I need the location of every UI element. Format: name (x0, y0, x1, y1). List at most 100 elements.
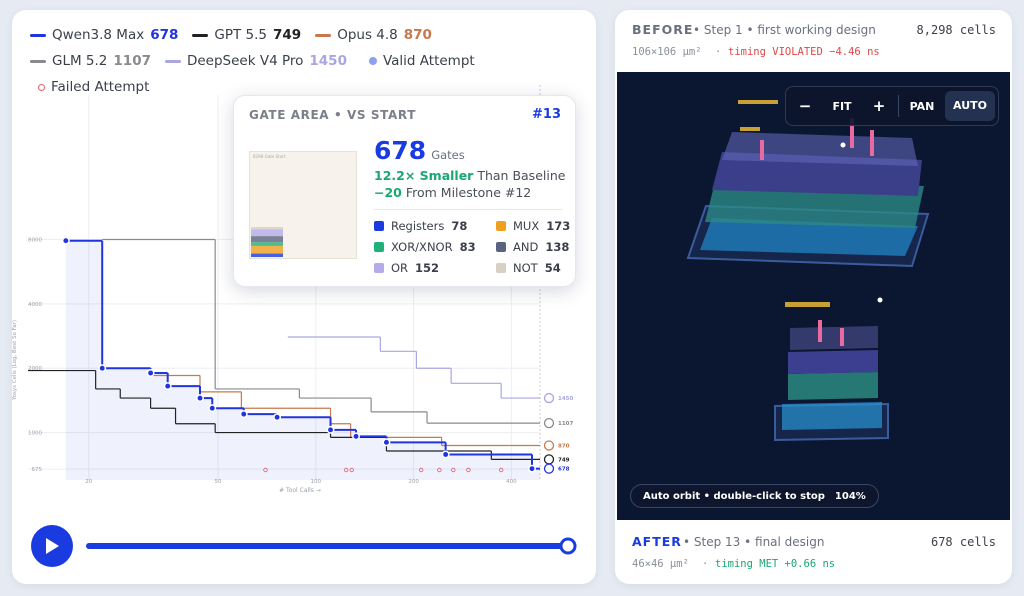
y-tick-label: 2000 (28, 366, 42, 372)
failed-attempt (466, 467, 471, 473)
gate-name: AND (513, 240, 539, 254)
legend-value: 749 (273, 27, 302, 43)
gate-item: Registers 78 (374, 219, 496, 233)
y-tick-label: 4000 (28, 302, 42, 308)
before-area: 106×106 µm² (632, 46, 702, 58)
gate-swatch (374, 221, 384, 231)
legend-label: DeepSeek V4 Pro (186, 53, 304, 69)
failed-attempt (343, 467, 349, 473)
gate-swatch (496, 242, 506, 252)
x-tick-label: 400 (506, 479, 517, 485)
valid-attempt (196, 394, 204, 403)
valid-attempt (352, 432, 360, 441)
gate-layer (251, 242, 283, 246)
legend-label: GLM 5.2 (52, 53, 108, 69)
failed-attempt (437, 467, 442, 473)
divider (898, 95, 899, 117)
end-badge (543, 463, 555, 474)
after-area: 46×46 µm² (632, 558, 689, 570)
gate-layer (251, 227, 283, 230)
x-tick-label: 100 (311, 479, 322, 485)
orbit-status[interactable]: Auto orbit • double-click to stop 104% (630, 484, 879, 508)
auto-button[interactable]: AUTO (945, 91, 995, 121)
gate-layer (251, 229, 283, 237)
delta-text: From Milestone #12 (405, 185, 532, 200)
gate-item: NOT 54 (496, 261, 576, 275)
separator: · (702, 558, 709, 570)
layer (788, 350, 878, 374)
y-tick-label: 8000 (28, 238, 42, 244)
failed-attempt (263, 467, 268, 473)
zoom-out[interactable]: − (798, 97, 812, 115)
total-value: 678 (374, 136, 427, 165)
gate-name: Registers (391, 219, 445, 233)
wire (740, 127, 760, 131)
thumb-label: 8298-Gate Start (253, 154, 286, 159)
layer (782, 402, 882, 430)
before-tag: BEFORE (632, 22, 694, 37)
legend-label: Failed Attempt (51, 79, 150, 95)
failed-attempt (451, 467, 456, 473)
gate-count: 152 (415, 261, 440, 275)
gate-breakdown: Registers 78 MUX 173 XOR/XNOR 83 AND 138 OR 152 NO… (374, 219, 574, 275)
thumb-stack (251, 227, 283, 257)
gate-name: XOR/XNOR (391, 240, 453, 254)
light (877, 297, 883, 303)
gate-item: XOR/XNOR 83 (374, 240, 496, 254)
valid-attempt (146, 369, 155, 377)
render (686, 100, 930, 442)
gate-swatch (496, 263, 506, 273)
layer (790, 326, 878, 350)
after-cells: 678 cells (930, 535, 996, 549)
tooltip-title: GATE AREA • VS START (249, 108, 416, 122)
legend-value: 1107 (113, 53, 151, 69)
legend-item: GPT 5.5 749 (192, 26, 301, 44)
legend-swatch (30, 59, 46, 63)
failed-attempt (498, 467, 504, 473)
end-value: 749 (558, 457, 570, 463)
gate-item: MUX 173 (496, 219, 576, 233)
wire (738, 100, 778, 104)
gate-item: AND 138 (496, 240, 576, 254)
gate-layer (251, 253, 283, 257)
end-badge (543, 454, 555, 465)
legend-label: Opus 4.8 (337, 27, 398, 43)
gate-count: 173 (546, 219, 571, 233)
total-unit: Gates (431, 148, 465, 162)
pan-button[interactable]: PAN (909, 99, 935, 113)
view-controls: − FIT + PAN AUTO (785, 86, 999, 126)
y-tick-label: 1000 (28, 431, 42, 437)
pin (840, 328, 844, 346)
zoom-in[interactable]: + (872, 97, 886, 115)
layout-card: BEFORE • Step 1 • first working design 8… (615, 10, 1012, 584)
legend-swatch (192, 33, 209, 37)
layer (700, 218, 918, 256)
gate-count: 138 (545, 240, 570, 254)
gate-swatch (496, 221, 506, 231)
thumbnail: 8298-Gate Start (249, 151, 357, 259)
milestone: #13 (532, 107, 561, 122)
progress-track[interactable] (86, 543, 568, 549)
progress-knob[interactable] (559, 537, 577, 555)
x-axis-label: # Tool Calls → (279, 487, 321, 494)
valid-attempt (441, 450, 450, 459)
player (31, 525, 577, 567)
before-timing: timing VIOLATED −4.46 ns (728, 46, 880, 58)
legend-item: Valid Attempt (368, 52, 475, 70)
divider (374, 209, 562, 210)
legend-item: Failed Attempt (38, 78, 149, 96)
legend-value: 678 (150, 27, 179, 43)
legend-ring (38, 83, 45, 91)
fit-button[interactable]: FIT (832, 99, 852, 113)
end-value: 678 (558, 467, 570, 473)
end-badge (543, 392, 555, 404)
valid-attempt (382, 438, 391, 447)
legend-swatch (164, 59, 181, 63)
pin (870, 130, 874, 156)
y-axis-label: Yosys Cells (Log, Best So Far) (12, 320, 18, 401)
delta-line: −20 From Milestone #12 (374, 185, 531, 200)
valid-attempt (61, 236, 70, 245)
separator: · (715, 46, 722, 58)
layout-viewer[interactable]: − FIT + PAN AUTO Auto orbit • double-cli… (617, 72, 1010, 520)
ratio: 12.2× Smaller (374, 168, 474, 183)
